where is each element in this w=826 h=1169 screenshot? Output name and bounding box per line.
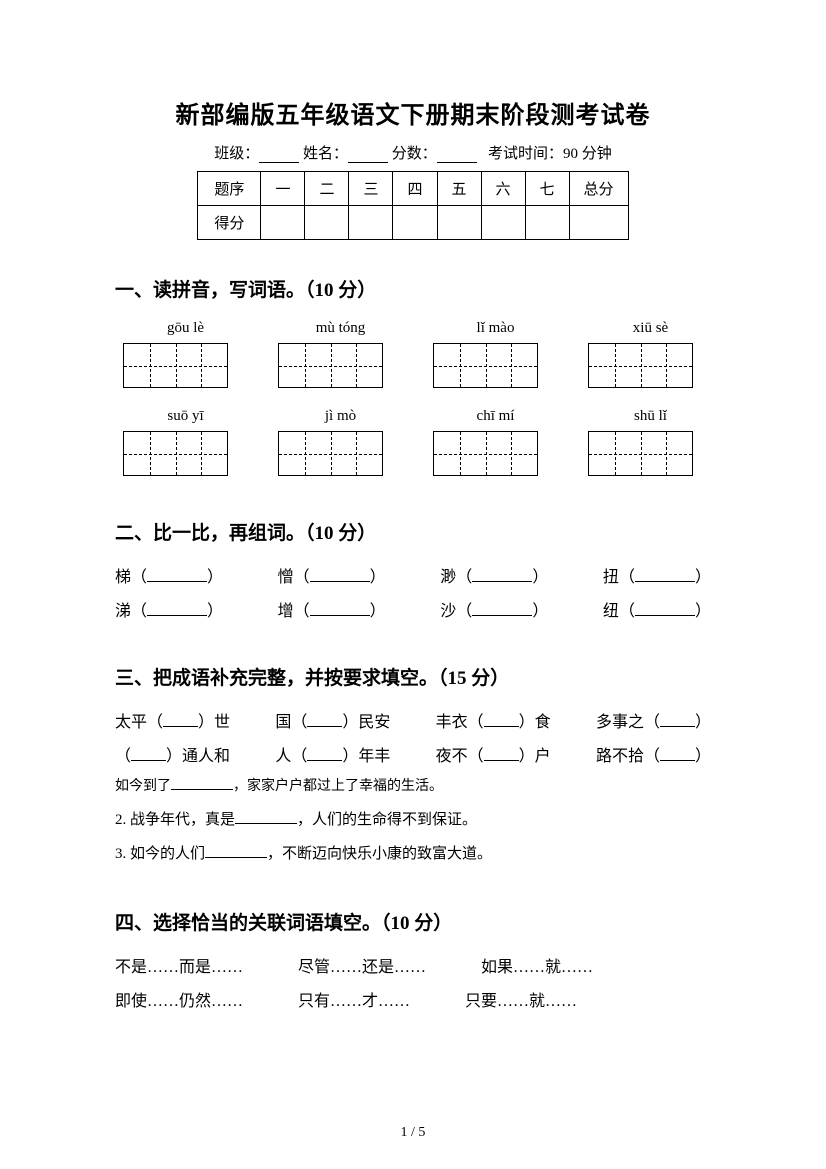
pinyin-item: xiū sè <box>598 320 703 337</box>
compare-item: 纽（） <box>603 597 711 621</box>
cell <box>305 206 349 240</box>
idiom-item: 路不拾（） <box>596 742 711 766</box>
conj-row: 即使……仍然…… 只有……才…… 只要……就…… <box>115 987 711 1011</box>
conj-item: 不是……而是…… <box>115 953 243 977</box>
idiom-item: 人（）年丰 <box>275 742 390 766</box>
cell <box>525 206 569 240</box>
cell: 五 <box>437 172 481 206</box>
conj-item: 如果……就…… <box>481 953 593 977</box>
cell <box>481 206 525 240</box>
name-label: 姓名： <box>303 146 348 162</box>
section-2: 二、比一比，再组词。（10 分） 梯（） 憎（） 渺（） 扭（） 涕（） 增（）… <box>115 518 711 621</box>
cell <box>261 206 305 240</box>
conj-item: 即使……仍然…… <box>115 987 243 1011</box>
section-heading: 四、选择恰当的关联词语填空。（10 分） <box>115 908 711 935</box>
char-box <box>433 431 538 476</box>
cell: 二 <box>305 172 349 206</box>
table-row: 题序 一 二 三 四 五 六 七 总分 <box>198 172 628 206</box>
table-row: 得分 <box>198 206 628 240</box>
idiom-line: （）通人和 人（）年丰 夜不（）户 路不拾（） <box>115 742 711 766</box>
class-label: 班级： <box>214 146 259 162</box>
cell: 题序 <box>198 172 261 206</box>
cell: 一 <box>261 172 305 206</box>
name-blank <box>348 148 388 163</box>
pinyin-row: gōu lè mù tóng lǐ mào xiū sè <box>115 320 711 337</box>
pinyin-item: jì mò <box>288 408 393 425</box>
section-heading: 三、把成语补充完整，并按要求填空。（15 分） <box>115 663 711 690</box>
section-1: 一、读拼音，写词语。（10 分） gōu lè mù tóng lǐ mào x… <box>115 275 711 476</box>
pinyin-item: shū lǐ <box>598 408 703 425</box>
conj-item: 只要……就…… <box>465 987 577 1011</box>
idiom-item: 夜不（）户 <box>436 742 551 766</box>
section-heading: 一、读拼音，写词语。（10 分） <box>115 275 711 302</box>
sentence: 3. 如今的人们，不断迈向快乐小康的致富大道。 <box>115 842 711 866</box>
char-box <box>278 431 383 476</box>
char-box <box>278 343 383 388</box>
page-title: 新部编版五年级语文下册期末阶段测考试卷 <box>115 95 711 130</box>
compare-item: 扭（） <box>603 563 711 587</box>
sentence: 如今到了，家家户户都过上了幸福的生活。 <box>115 776 711 798</box>
cell <box>437 206 481 240</box>
compare-item: 憎（） <box>278 563 386 587</box>
compare-item: 渺（） <box>440 563 548 587</box>
char-box <box>123 343 228 388</box>
cell <box>393 206 437 240</box>
cell: 四 <box>393 172 437 206</box>
char-box <box>123 431 228 476</box>
cell <box>569 206 628 240</box>
pinyin-item: lǐ mào <box>443 320 548 337</box>
compare-item: 沙（） <box>440 597 548 621</box>
pinyin-item: mù tóng <box>288 320 393 337</box>
pinyin-row: suō yī jì mò chī mí shū lǐ <box>115 408 711 425</box>
pinyin-item: chī mí <box>443 408 548 425</box>
cell <box>349 206 393 240</box>
sentence: 2. 战争年代，真是，人们的生命得不到保证。 <box>115 808 711 832</box>
idiom-item: 多事之（） <box>596 708 711 732</box>
cell: 七 <box>525 172 569 206</box>
section-3: 三、把成语补充完整，并按要求填空。（15 分） 太平（）世 国（）民安 丰衣（）… <box>115 663 711 866</box>
conj-item: 只有……才…… <box>298 987 410 1011</box>
cell: 总分 <box>569 172 628 206</box>
page-number: 1 / 5 <box>0 1125 826 1141</box>
time-label: 考试时间：90 分钟 <box>488 146 612 162</box>
cell: 得分 <box>198 206 261 240</box>
conj-item: 尽管……还是…… <box>298 953 426 977</box>
idiom-item: （）通人和 <box>115 742 230 766</box>
pinyin-item: suō yī <box>133 408 238 425</box>
score-blank <box>437 148 477 163</box>
score-table: 题序 一 二 三 四 五 六 七 总分 得分 <box>197 171 628 240</box>
box-row <box>115 343 711 388</box>
pinyin-item: gōu lè <box>133 320 238 337</box>
class-blank <box>259 148 299 163</box>
section-heading: 二、比一比，再组词。（10 分） <box>115 518 711 545</box>
idiom-item: 太平（）世 <box>115 708 230 732</box>
compare-row: 涕（） 增（） 沙（） 纽（） <box>115 597 711 621</box>
score-label: 分数： <box>392 146 437 162</box>
char-box <box>588 431 693 476</box>
char-box <box>433 343 538 388</box>
compare-item: 增（） <box>278 597 386 621</box>
idiom-item: 丰衣（）食 <box>436 708 551 732</box>
conj-row: 不是……而是…… 尽管……还是…… 如果……就…… <box>115 953 711 977</box>
compare-item: 梯（） <box>115 563 223 587</box>
info-row: 班级： 姓名： 分数： 考试时间：90 分钟 <box>115 142 711 163</box>
box-row <box>115 431 711 476</box>
section-4: 四、选择恰当的关联词语填空。（10 分） 不是……而是…… 尽管……还是…… 如… <box>115 908 711 1011</box>
idiom-line: 太平（）世 国（）民安 丰衣（）食 多事之（） <box>115 708 711 732</box>
compare-row: 梯（） 憎（） 渺（） 扭（） <box>115 563 711 587</box>
char-box <box>588 343 693 388</box>
cell: 三 <box>349 172 393 206</box>
compare-item: 涕（） <box>115 597 223 621</box>
idiom-item: 国（）民安 <box>275 708 390 732</box>
cell: 六 <box>481 172 525 206</box>
